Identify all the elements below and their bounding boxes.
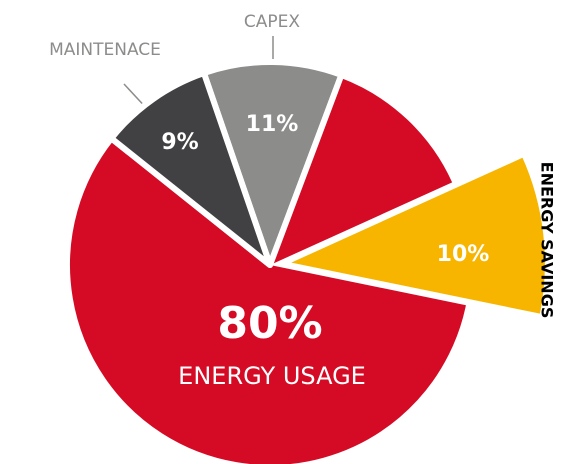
pie-slice: [64, 71, 476, 464]
value-label: 80%: [217, 298, 322, 349]
category-label: MAINTENACE: [49, 40, 161, 60]
value-label: 11%: [246, 112, 299, 137]
value-label: 9%: [161, 130, 198, 155]
highlight-label: ENERGY SAVINGS: [538, 162, 557, 319]
pie-slice: [200, 59, 345, 268]
pie-slice: [108, 70, 273, 268]
highlight-value-label: 10%: [437, 242, 490, 267]
category-label: ENERGY USAGE: [178, 362, 366, 390]
category-label: CAPEX: [244, 12, 300, 32]
highlight-slice: [278, 152, 549, 319]
